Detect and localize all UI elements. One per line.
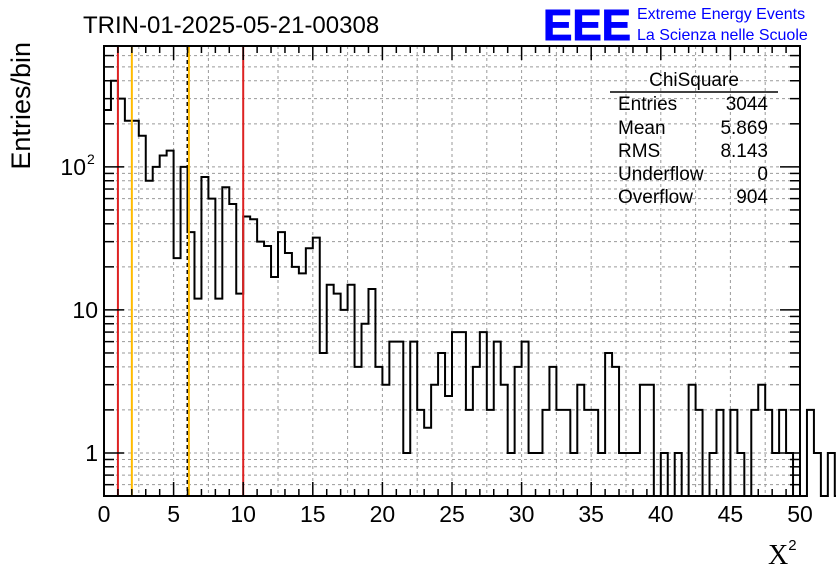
eee-logo-line1: Extreme Energy Events xyxy=(637,6,805,23)
x-axis-label-superscript: 2 xyxy=(788,537,796,554)
stats-title: ChiSquare xyxy=(649,70,739,91)
stats-label-entries: Entries xyxy=(618,94,677,115)
x-tick-label: 5 xyxy=(167,501,180,527)
x-tick-label: 50 xyxy=(787,501,813,527)
stats-label-underflow: Underflow xyxy=(618,164,704,185)
x-tick-label: 0 xyxy=(98,501,111,527)
stats-label-mean: Mean xyxy=(618,118,666,139)
x-tick-label: 20 xyxy=(370,501,396,527)
y-tick-label-exponent: 2 xyxy=(87,151,95,167)
x-tick-label: 25 xyxy=(439,501,465,527)
axis-ticks xyxy=(103,46,801,496)
x-axis-label-symbol: X xyxy=(768,540,788,571)
x-tick-label: 35 xyxy=(578,501,604,527)
histogram-series xyxy=(104,79,836,497)
eee-logo-mark: EEE xyxy=(543,1,631,50)
x-axis-label: X2 xyxy=(768,537,797,571)
stats-value-overflow: 904 xyxy=(736,187,768,208)
y-axis-label: Entries/bin xyxy=(6,42,36,170)
stats-label-overflow: Overflow xyxy=(618,187,693,208)
stats-value-mean: 5.869 xyxy=(720,118,768,139)
x-tick-label: 10 xyxy=(230,501,256,527)
stats-box: ChiSquare Entries 3044 Mean 5.869 RMS 8.… xyxy=(610,70,778,208)
x-tick-label: 15 xyxy=(300,501,326,527)
grid-lines xyxy=(104,46,800,496)
cut-lines xyxy=(116,46,245,496)
x-tick-label: 30 xyxy=(509,501,535,527)
chart-title: TRIN-01-2025-05-21-00308 xyxy=(83,12,379,39)
y-tick-label: 10 xyxy=(60,154,86,180)
x-tick-label: 45 xyxy=(718,501,744,527)
stats-value-entries: 3044 xyxy=(726,94,769,115)
stats-value-underflow: 0 xyxy=(757,164,768,185)
x-tick-label: 40 xyxy=(648,501,674,527)
stats-value-rms: 8.143 xyxy=(720,141,768,162)
x-tick-labels: 0 5 10 15 20 25 30 35 40 45 50 xyxy=(98,501,813,527)
stats-label-rms: RMS xyxy=(618,141,660,162)
y-tick-label: 10 xyxy=(72,297,98,323)
eee-logo: EEE Extreme Energy Events La Scienza nel… xyxy=(543,1,808,51)
y-tick-label: 1 xyxy=(85,440,98,466)
eee-logo-line2: La Scienza nelle Scuole xyxy=(637,27,808,44)
